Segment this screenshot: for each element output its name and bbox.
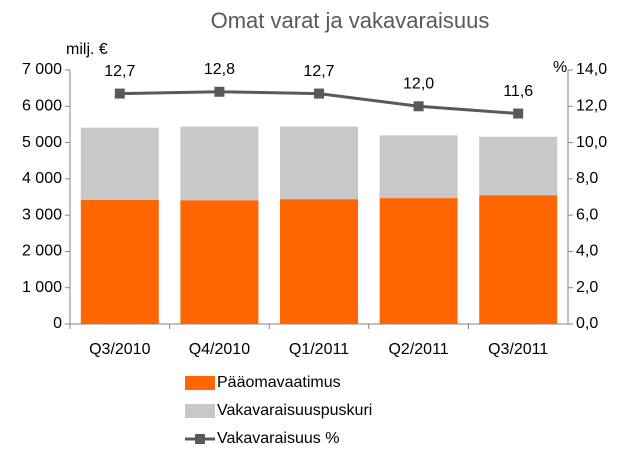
y2-axis-label: % bbox=[553, 59, 567, 76]
bar bbox=[180, 200, 259, 324]
data-label: 12,7 bbox=[303, 63, 334, 80]
y-tick-label: 7 000 bbox=[22, 61, 62, 78]
y2-tick-label: 2,0 bbox=[576, 279, 598, 296]
marker bbox=[114, 88, 125, 99]
y2-tick-label: 4,0 bbox=[576, 243, 598, 260]
data-label: 12,0 bbox=[403, 76, 434, 93]
x-tick-label: Q4/2010 bbox=[189, 341, 250, 358]
bar bbox=[180, 126, 259, 201]
y2-tick-label: 6,0 bbox=[576, 206, 598, 223]
y-tick-label: 5 000 bbox=[22, 134, 62, 151]
y2-tick-label: 8,0 bbox=[576, 170, 598, 187]
bar bbox=[379, 135, 458, 199]
x-tick-label: Q2/2011 bbox=[388, 341, 448, 358]
y-tick-label: 3 000 bbox=[22, 206, 62, 223]
bar bbox=[280, 126, 358, 200]
y2-tick-label: 0,0 bbox=[576, 315, 598, 332]
bar bbox=[280, 199, 358, 324]
data-label: 12,7 bbox=[104, 63, 135, 80]
y2-tick-label: 12,0 bbox=[576, 98, 607, 115]
legend-label: Vakavaraisuuspuskuri bbox=[217, 402, 372, 419]
legend-label: Pääomavaatimus bbox=[217, 374, 341, 391]
legend-marker bbox=[195, 434, 205, 444]
chart-title: Omat varat ja vakavaraisuus bbox=[211, 8, 490, 33]
marker bbox=[413, 101, 424, 112]
data-label: 12,8 bbox=[204, 61, 235, 78]
bar bbox=[80, 127, 159, 200]
y2-tick-label: 14,0 bbox=[576, 61, 607, 78]
marker bbox=[513, 108, 524, 119]
marker bbox=[314, 88, 324, 99]
legend-label: Vakavaraisuus % bbox=[217, 430, 339, 447]
bar bbox=[379, 198, 458, 324]
legend-swatch bbox=[185, 404, 215, 418]
y-tick-label: 1 000 bbox=[22, 279, 62, 296]
y-tick-label: 0 bbox=[53, 315, 62, 332]
x-tick-label: Q3/2010 bbox=[89, 341, 150, 358]
y-tick-label: 2 000 bbox=[22, 243, 62, 260]
y-axis-label: milj. € bbox=[66, 41, 108, 58]
y2-tick-label: 10,0 bbox=[576, 134, 607, 151]
legend-swatch bbox=[185, 376, 215, 390]
x-tick-label: Q3/2011 bbox=[488, 341, 548, 358]
x-tick-label: Q1/2011 bbox=[289, 341, 349, 358]
y-tick-label: 6 000 bbox=[22, 98, 62, 115]
marker bbox=[214, 86, 225, 97]
bar bbox=[479, 136, 558, 196]
data-label: 11,6 bbox=[503, 83, 533, 100]
y-tick-label: 4 000 bbox=[22, 170, 62, 187]
bar bbox=[479, 195, 558, 324]
bar bbox=[80, 199, 159, 324]
